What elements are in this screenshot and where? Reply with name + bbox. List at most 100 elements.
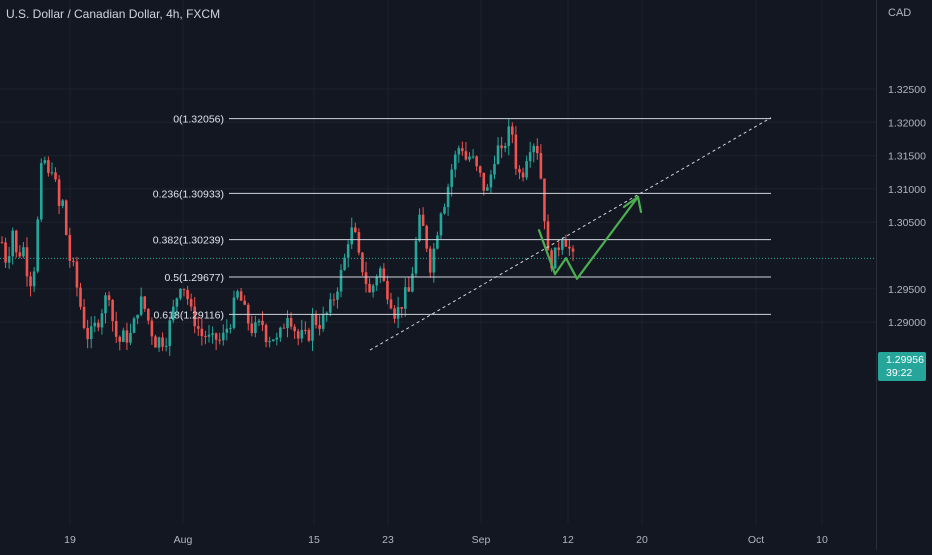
candle — [432, 243, 436, 283]
candle — [139, 287, 143, 317]
candle-body — [175, 298, 179, 307]
candle-body — [304, 329, 307, 331]
last-price-value: 1.29956 — [886, 354, 924, 366]
candle-body — [321, 314, 325, 329]
candle-body — [332, 299, 336, 301]
price-tick-label: 1.29500 — [888, 284, 926, 296]
candle-body — [204, 336, 207, 338]
candle — [239, 287, 243, 301]
candle-body — [61, 200, 64, 206]
candle — [68, 227, 72, 268]
candle — [443, 203, 446, 215]
candle — [371, 283, 375, 298]
candle-body — [350, 227, 354, 245]
candle-body — [364, 272, 368, 284]
candle — [539, 144, 543, 180]
candle-body — [286, 318, 289, 329]
candle — [496, 137, 500, 165]
candle — [518, 165, 521, 180]
candle — [275, 332, 279, 346]
candle-body — [104, 295, 107, 314]
candle — [154, 334, 157, 348]
candle-body — [389, 299, 393, 309]
price-tick-label: 1.32000 — [888, 117, 926, 129]
candle — [64, 199, 68, 236]
candle-body — [189, 299, 193, 307]
candle-body — [560, 239, 564, 250]
candle — [354, 222, 357, 233]
candle-body — [428, 248, 432, 273]
candle-body — [500, 145, 503, 149]
time-tick-label: 23 — [382, 534, 394, 546]
fib-level-label: 0(1.32056) — [173, 114, 224, 126]
candle-body — [453, 154, 457, 170]
candle-body — [539, 153, 543, 179]
candle-body — [11, 230, 15, 257]
candle — [571, 245, 575, 262]
candle — [511, 122, 514, 144]
candle-body — [407, 287, 411, 292]
fib-level: 0.618(1.29116) — [154, 309, 771, 321]
candle-body — [382, 268, 386, 281]
candle-body — [211, 333, 214, 335]
candle — [368, 278, 371, 293]
candle — [478, 165, 482, 178]
time-tick-label: Oct — [748, 534, 764, 546]
candle-body — [336, 291, 339, 300]
candle-body — [546, 221, 550, 251]
candle-body — [200, 328, 204, 337]
candle — [457, 145, 461, 163]
candle — [157, 336, 161, 352]
candle-body — [261, 320, 264, 326]
candle-body — [307, 329, 311, 341]
time-tick-label: 12 — [562, 534, 574, 546]
time-axis[interactable]: 19 Aug 15 23 Sep 12 20 Oct 10 — [64, 534, 828, 546]
candle-body — [282, 327, 286, 329]
trendline[interactable] — [369, 117, 772, 351]
candle — [300, 319, 304, 343]
candle-body — [557, 247, 561, 250]
candle — [389, 292, 393, 310]
candle-body — [257, 320, 261, 323]
candle — [528, 141, 532, 168]
candle-body — [93, 322, 97, 327]
candle-body — [268, 341, 271, 343]
candle-body — [271, 339, 275, 342]
candle — [378, 266, 382, 284]
candle-body — [172, 306, 175, 321]
candle-body — [225, 328, 229, 333]
projection-arrow[interactable] — [537, 195, 643, 280]
candle-body — [414, 240, 418, 274]
candle-body — [550, 250, 553, 269]
candle-body — [468, 156, 471, 160]
candle — [114, 311, 118, 344]
candle — [18, 245, 22, 259]
candle-body — [568, 246, 571, 249]
candle — [346, 240, 350, 268]
candle — [268, 336, 271, 348]
candle-body — [318, 325, 321, 329]
candle-body — [25, 247, 29, 277]
candle — [79, 282, 82, 310]
candle-body — [47, 160, 50, 173]
candle-body — [518, 168, 521, 173]
fibonacci-retracement[interactable]: 0(1.32056) 0.236(1.30933) 0.382(1.30239) 0.… — [153, 114, 771, 322]
candle — [111, 299, 114, 332]
candle — [557, 241, 561, 257]
price-axis[interactable]: 1.32500 1.32000 1.31500 1.31000 1.30500 1.295… — [888, 84, 926, 329]
fib-level: 0(1.32056) — [173, 114, 771, 126]
candle — [553, 247, 557, 269]
candle-body — [553, 247, 557, 269]
candle — [403, 278, 407, 317]
candle-body — [411, 273, 414, 292]
price-tick-label: 1.32500 — [888, 84, 926, 96]
candle — [418, 208, 421, 243]
candle-body — [464, 151, 468, 160]
time-tick-label: 15 — [308, 534, 320, 546]
candle — [546, 214, 550, 251]
fib-level-label: 0.5(1.29677) — [164, 272, 224, 284]
price-tick-label: 1.31500 — [888, 151, 926, 163]
candle — [100, 309, 104, 335]
